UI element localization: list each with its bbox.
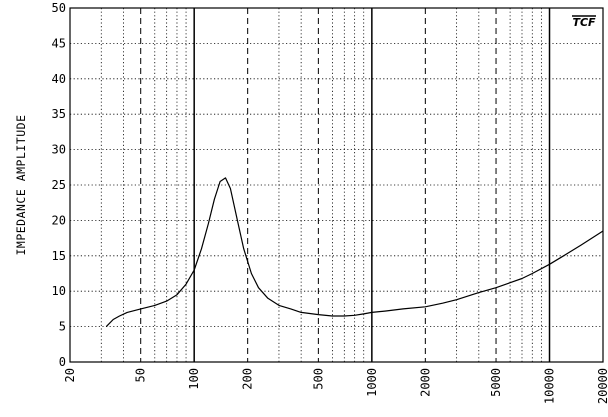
impedance-series: [105, 177, 604, 328]
y-tick-label: 25: [52, 178, 66, 192]
x-tick-label: 50: [134, 368, 148, 382]
y-tick-label: 35: [52, 107, 66, 121]
y-tick-label: 30: [52, 143, 66, 157]
y-tick-label: 15: [52, 249, 66, 263]
grid: [70, 8, 603, 362]
y-tick-label: 10: [52, 284, 66, 298]
x-tick-label: 200: [241, 368, 255, 390]
plot-border: [69, 7, 604, 363]
plot-frame: [69, 7, 604, 363]
y-axis-label: IMPEDANCE AMPLITUDE: [14, 114, 28, 255]
x-tick-label: 1000: [365, 368, 379, 397]
y-tick-label: 50: [52, 1, 66, 15]
x-tick-label: 500: [311, 368, 325, 390]
x-tick-label: 100: [187, 368, 201, 390]
y-tick-label: 20: [52, 213, 66, 227]
x-tick-label: 20: [63, 368, 77, 382]
y-tick-label: 0: [59, 355, 66, 369]
brand-logo: TCF: [572, 15, 596, 29]
y-tick-label: 5: [59, 320, 66, 334]
x-axis-ticks: 20 50 100 200 500 1000 2000 5000 10000 20000: [63, 368, 608, 404]
x-tick-label: 2000: [418, 368, 432, 397]
x-tick-label: 5000: [489, 368, 503, 397]
impedance-line: [105, 177, 604, 328]
x-tick-label: 10000: [543, 368, 557, 404]
brand-logo-text: TCF: [572, 16, 596, 29]
y-tick-label: 45: [52, 36, 66, 50]
y-tick-label: 40: [52, 72, 66, 86]
y-axis-ticks: 0 5 10 15 20 25 30 35 40 45 50: [52, 1, 66, 369]
x-tick-label: 20000: [596, 368, 608, 404]
